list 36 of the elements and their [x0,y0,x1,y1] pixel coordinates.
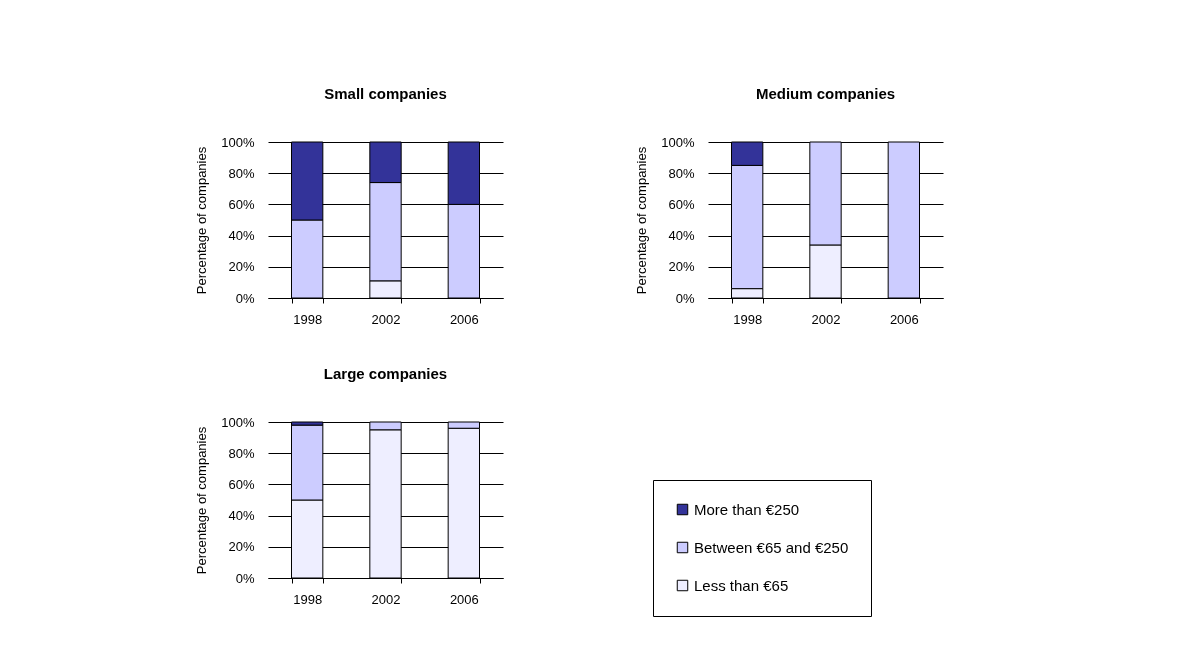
y-tick-label: 100% [221,134,255,150]
x-tick-label: 2006 [449,311,479,327]
y-tick-label: 40% [668,228,695,244]
x-tick-label: 2002 [811,311,841,327]
x-tick-label: 2002 [371,591,401,607]
chart-title: Medium companies [755,85,896,102]
x-tick-label: 1998 [293,591,323,607]
y-tick-label: 0% [235,570,255,586]
x-tick-label: 2006 [449,591,479,607]
y-tick-label: 20% [668,259,695,275]
y-axis-title: Percentage of companies [634,146,650,295]
y-tick-label: 100% [221,414,255,430]
y-tick-label: 0% [235,290,255,306]
chart-title: Large companies [323,365,448,382]
y-tick-label: 20% [228,539,255,555]
y-axis-title: Percentage of companies [194,146,210,295]
x-tick-label: 2002 [371,311,401,327]
y-tick-label: 80% [668,165,695,181]
x-tick-label: 1998 [293,311,323,327]
legend-label: Between €65 and €250 [694,538,849,556]
y-tick-label: 0% [675,290,695,306]
y-tick-label: 80% [228,165,255,181]
legend-label: More than €250 [694,500,800,518]
y-tick-label: 60% [228,196,255,212]
y-axis-title: Percentage of companies [194,426,210,575]
y-tick-label: 60% [668,196,695,212]
y-tick-label: 40% [228,508,255,524]
y-tick-label: 100% [661,134,695,150]
y-tick-label: 20% [228,259,255,275]
y-tick-label: 60% [228,476,255,492]
y-tick-label: 80% [228,445,255,461]
chart-title: Small companies [324,85,447,102]
x-tick-label: 1998 [733,311,763,327]
x-tick-label: 2006 [889,311,919,327]
legend-label: Less than €65 [694,576,789,594]
y-tick-label: 40% [228,228,255,244]
